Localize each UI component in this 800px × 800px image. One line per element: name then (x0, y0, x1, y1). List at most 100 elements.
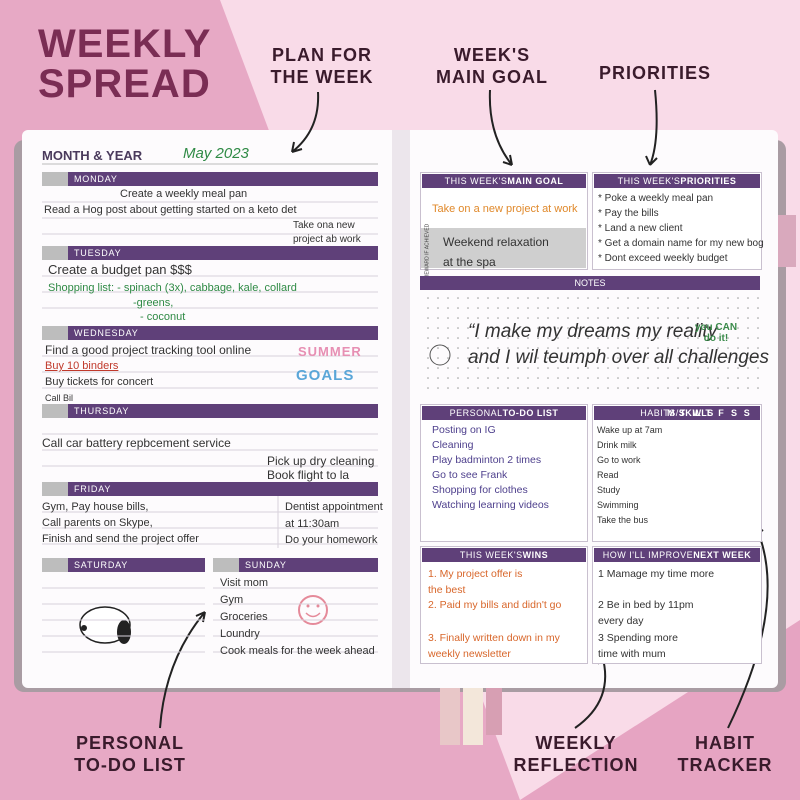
dot (517, 367, 519, 369)
day-name: THURSDAY (74, 406, 130, 416)
dot (547, 377, 549, 379)
dot (627, 337, 629, 339)
dot (467, 297, 469, 299)
dot (557, 347, 559, 349)
dot (637, 367, 639, 369)
callout: PERSONAL (75, 733, 185, 753)
entry: Pick up dry cleaning (267, 454, 375, 468)
dot (647, 307, 649, 309)
dot (477, 347, 479, 349)
dot (687, 387, 689, 389)
dot (707, 317, 709, 319)
dot (457, 367, 459, 369)
entry: Book flight to la (267, 468, 350, 482)
dot (557, 377, 559, 379)
reward-label: REWARD IF ACHIEVED (424, 223, 431, 279)
section-header: HOW I'LL IMPROVENEXT WEEK (594, 548, 760, 562)
dot (427, 327, 429, 329)
dot (617, 317, 619, 319)
dot (567, 337, 569, 339)
entry: Call car battery repbcement service (42, 436, 231, 450)
habit-day: T (705, 408, 711, 418)
dot (737, 377, 739, 379)
dot (687, 317, 689, 319)
dot (687, 377, 689, 379)
day-name: MONDAY (74, 174, 118, 184)
dot (637, 377, 639, 379)
month-year-label: MONTH & YEAR (42, 148, 143, 163)
entry: Read a Hog post about getting started on… (44, 204, 297, 216)
dot (617, 347, 619, 349)
dot (437, 377, 439, 379)
day-name: TUESDAY (74, 248, 122, 258)
section-header: THIS WEEK'SMAIN GOAL (422, 174, 586, 188)
dot (597, 337, 599, 339)
dot (447, 327, 449, 329)
dot (657, 327, 659, 329)
entry: Call Bil (45, 393, 74, 403)
dot (757, 377, 759, 379)
dot (717, 317, 719, 319)
dot (727, 357, 729, 359)
dot (597, 367, 599, 369)
todo-item: Cleaning (432, 439, 474, 451)
dot (647, 357, 649, 359)
dot (747, 367, 749, 369)
dot (567, 297, 569, 299)
dot (427, 347, 429, 349)
dot (657, 357, 659, 359)
habit: Take the bus (597, 515, 649, 525)
dot (637, 297, 639, 299)
day-tab (42, 482, 68, 496)
dot (497, 387, 499, 389)
quote: “I make my dreams my reality (468, 321, 718, 342)
dot (557, 357, 559, 359)
dot (497, 327, 499, 329)
dot (747, 317, 749, 319)
dot (507, 357, 509, 359)
dot (727, 367, 729, 369)
entry: Loundry (220, 628, 260, 640)
habit: Swimming (597, 500, 639, 510)
day-tab (42, 404, 68, 418)
dot (697, 327, 699, 329)
dot (497, 347, 499, 349)
dot (467, 357, 469, 359)
dot (627, 347, 629, 349)
dot (577, 377, 579, 379)
dot (507, 377, 509, 379)
dot (457, 337, 459, 339)
priority: * Dont exceed weekly budget (598, 253, 728, 264)
dot (627, 327, 629, 329)
entry: Shopping list: - spinach (3x), cabbage, … (48, 282, 297, 294)
dot (547, 347, 549, 349)
dot (577, 337, 579, 339)
reward: Weekend relaxation at the spa (443, 235, 549, 269)
habit-day: S (743, 408, 750, 418)
improve: 3 Spending more time with mum (598, 632, 678, 660)
gutter (392, 130, 410, 688)
dot (467, 317, 469, 319)
dot (567, 327, 569, 329)
dot (437, 297, 439, 299)
todo-item: Shopping for clothes (432, 484, 528, 496)
dot (577, 307, 579, 309)
section-box (420, 404, 588, 542)
habit-day: T (679, 408, 686, 418)
dot (687, 367, 689, 369)
header-prefix: THIS WEEK'S (459, 550, 523, 560)
dot (657, 377, 659, 379)
dot (607, 327, 609, 329)
dot-grid (427, 297, 759, 389)
dot (427, 387, 429, 389)
dot (737, 297, 739, 299)
dot (757, 307, 759, 309)
dot (667, 357, 669, 359)
dot (597, 327, 599, 329)
priority: * Get a domain name for my new bog (598, 238, 764, 249)
dot (507, 347, 509, 349)
dot (597, 357, 599, 359)
callout: MAIN GOAL (436, 67, 548, 87)
entry: at 11:30am (285, 518, 340, 530)
dot (577, 387, 579, 389)
